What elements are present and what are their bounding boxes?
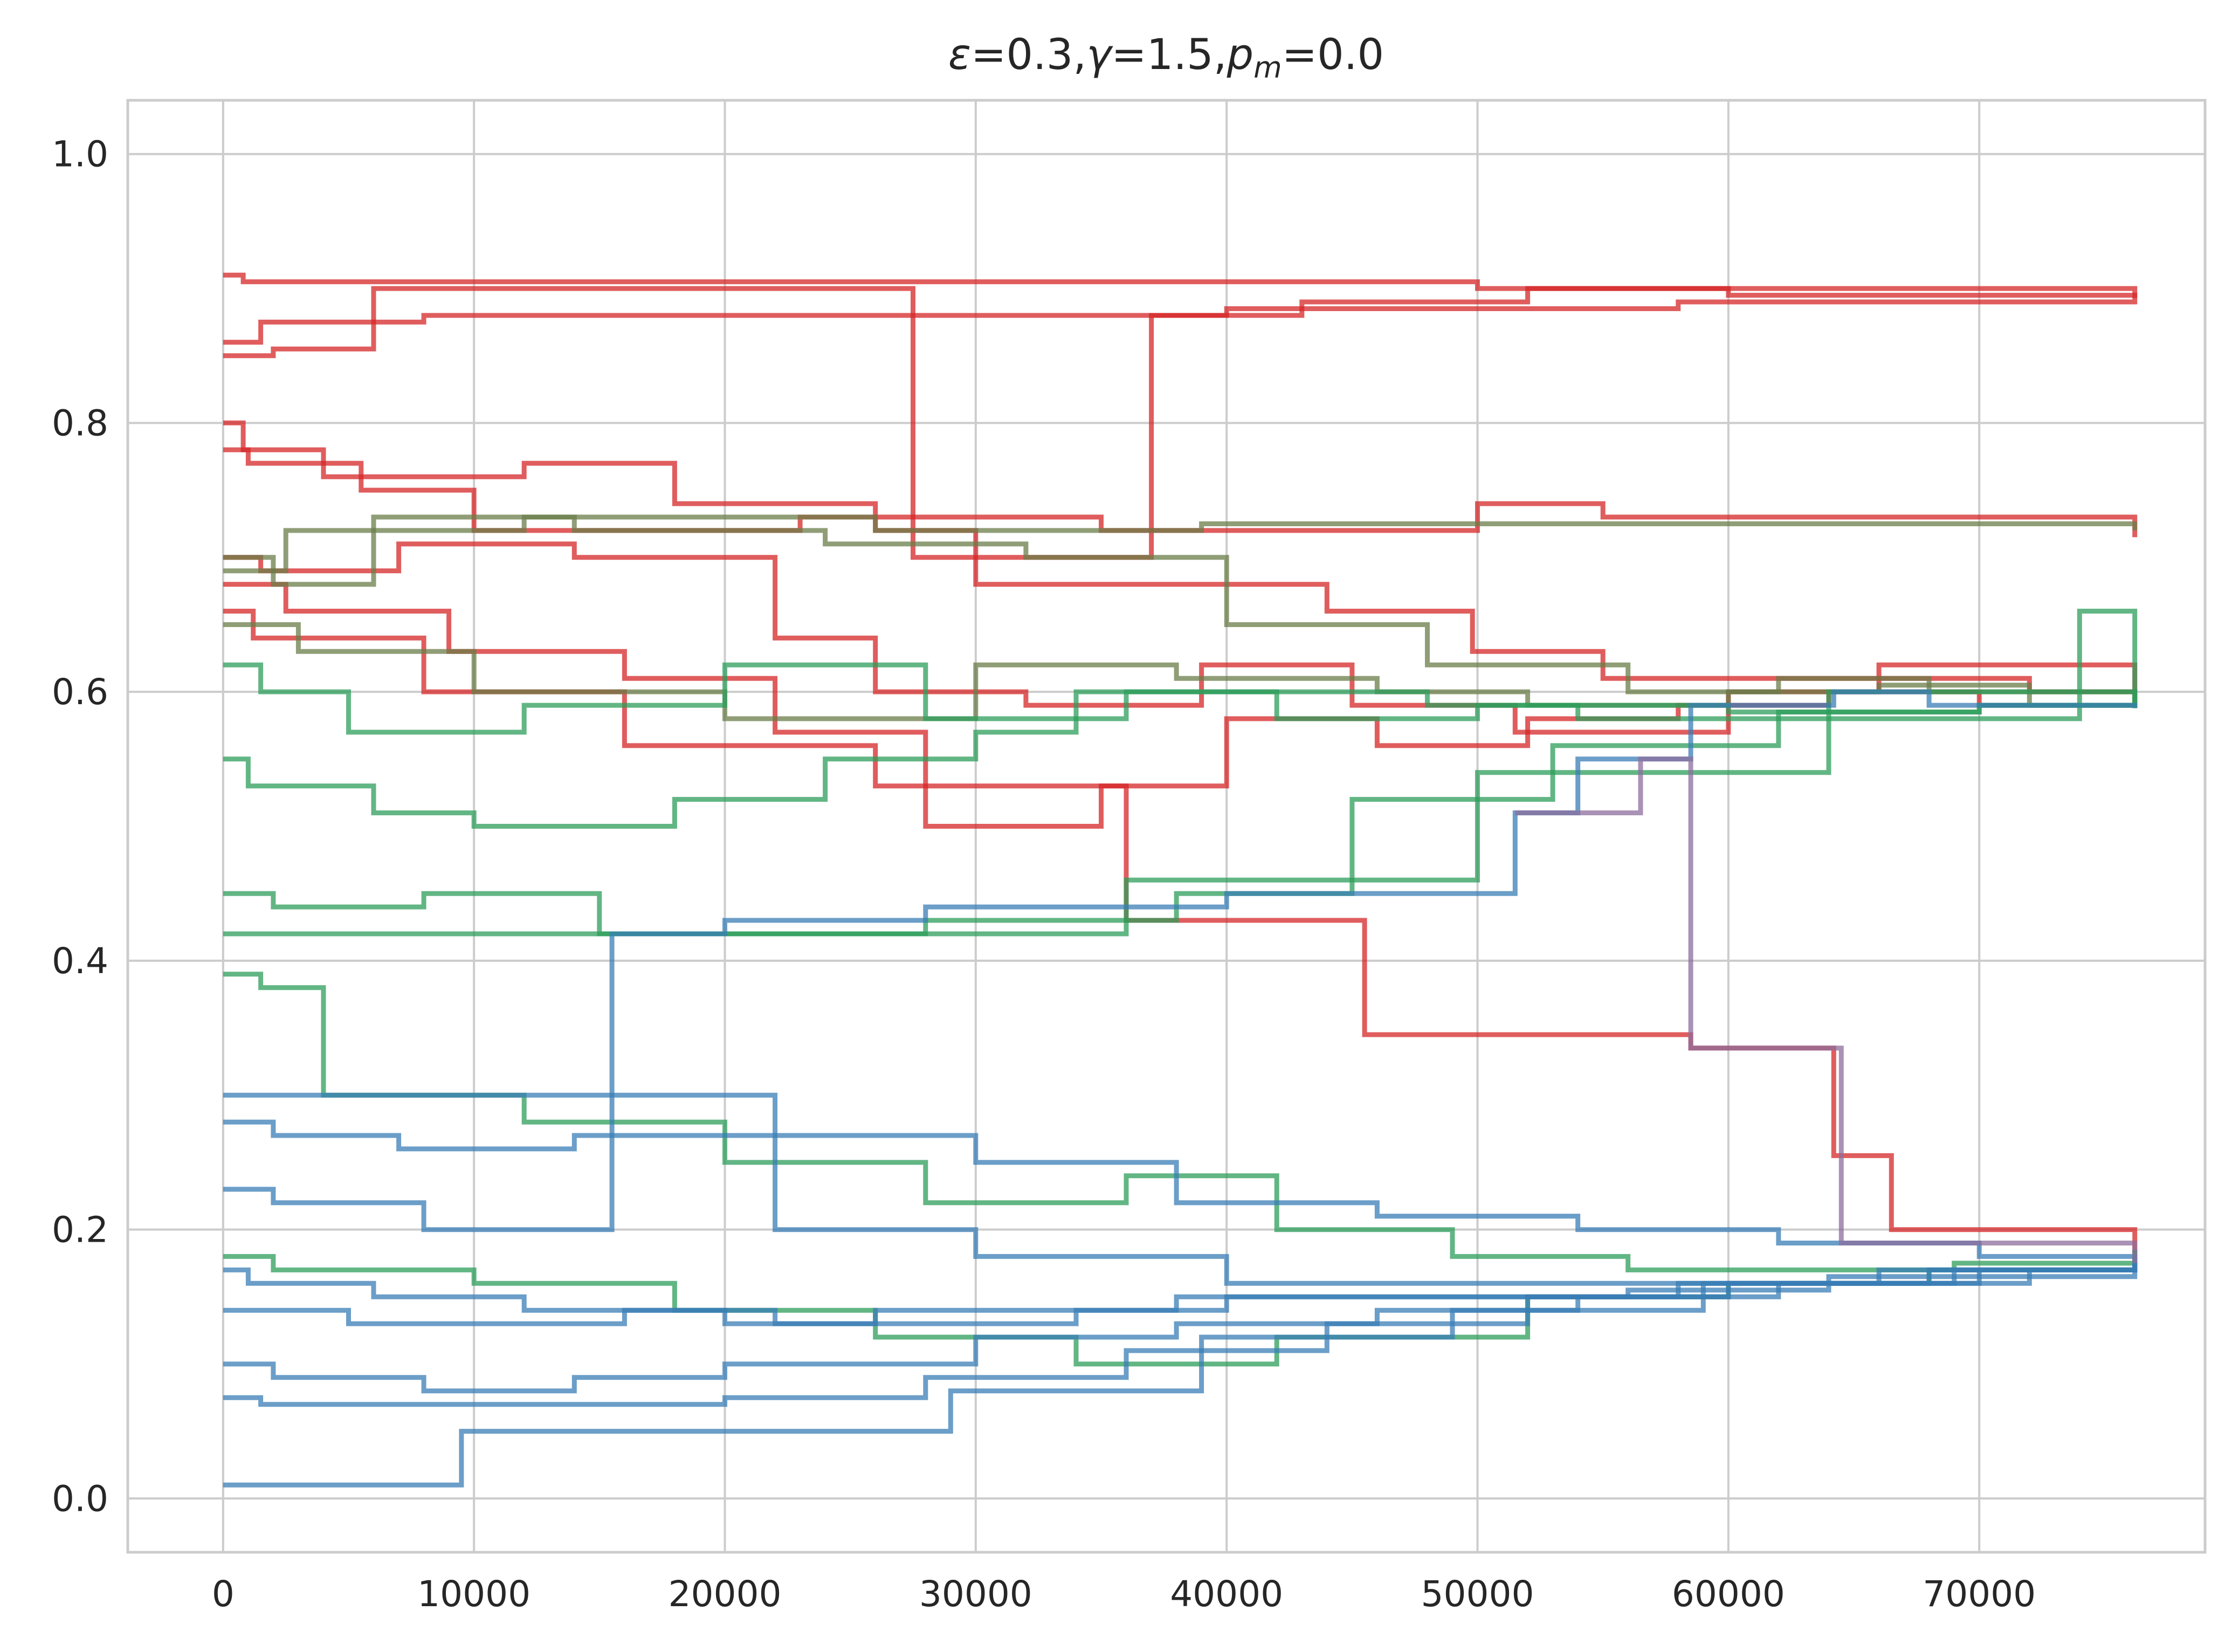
x-tick-label: 50000: [1421, 1573, 1534, 1615]
y-tick-label: 0.4: [52, 940, 108, 982]
grid: [128, 100, 2205, 1552]
y-tick-label: 1.0: [52, 134, 108, 175]
title-p-value: =0.0: [1282, 31, 1384, 79]
series-line-24: [223, 689, 2138, 1233]
x-tick-label: 20000: [669, 1573, 782, 1615]
y-tick-label: 0.2: [52, 1209, 108, 1251]
series-line-13: [223, 689, 2138, 937]
series-line-25: [1515, 756, 2138, 1263]
y-tick-label: 0.6: [52, 671, 108, 713]
series-line-10: [223, 514, 2138, 574]
series-line-1: [223, 298, 2138, 345]
series-line-15: [223, 972, 2138, 1272]
title-p: p: [1227, 31, 1254, 79]
chart-title: ε=0.3,γ=1.5,pm=0.0: [948, 31, 1384, 85]
title-gamma-value: =1.5,: [1111, 31, 1227, 79]
y-tick-label: 0.8: [52, 402, 108, 444]
series-line-3: [223, 447, 2138, 538]
series-line-9: [223, 622, 2138, 721]
plot-frame: [126, 99, 2207, 1554]
y-tick-label: 0.0: [52, 1478, 108, 1519]
series-layer: [223, 272, 2138, 1488]
x-tick-label: 0: [212, 1573, 235, 1615]
title-gamma: γ: [1086, 31, 1113, 79]
x-tick-label: 40000: [1170, 1573, 1283, 1615]
x-tick-label: 10000: [417, 1573, 531, 1615]
series-line-0: [223, 272, 2138, 298]
x-tick-label: 70000: [1923, 1573, 2036, 1615]
tick-labels: 0 10000 20000 30000 40000 50000 60000 70000 0.0 0…: [52, 134, 2036, 1615]
x-tick-label: 60000: [1672, 1573, 1785, 1615]
series-line-23: [223, 1263, 2138, 1488]
x-tick-label: 30000: [919, 1573, 1032, 1615]
title-p-subscript: m: [1253, 51, 1282, 85]
title-epsilon-value: =0.3,: [971, 31, 1086, 79]
series-line-8: [223, 514, 2138, 708]
series-line-12: [223, 689, 2138, 829]
title-epsilon: ε: [948, 31, 971, 79]
